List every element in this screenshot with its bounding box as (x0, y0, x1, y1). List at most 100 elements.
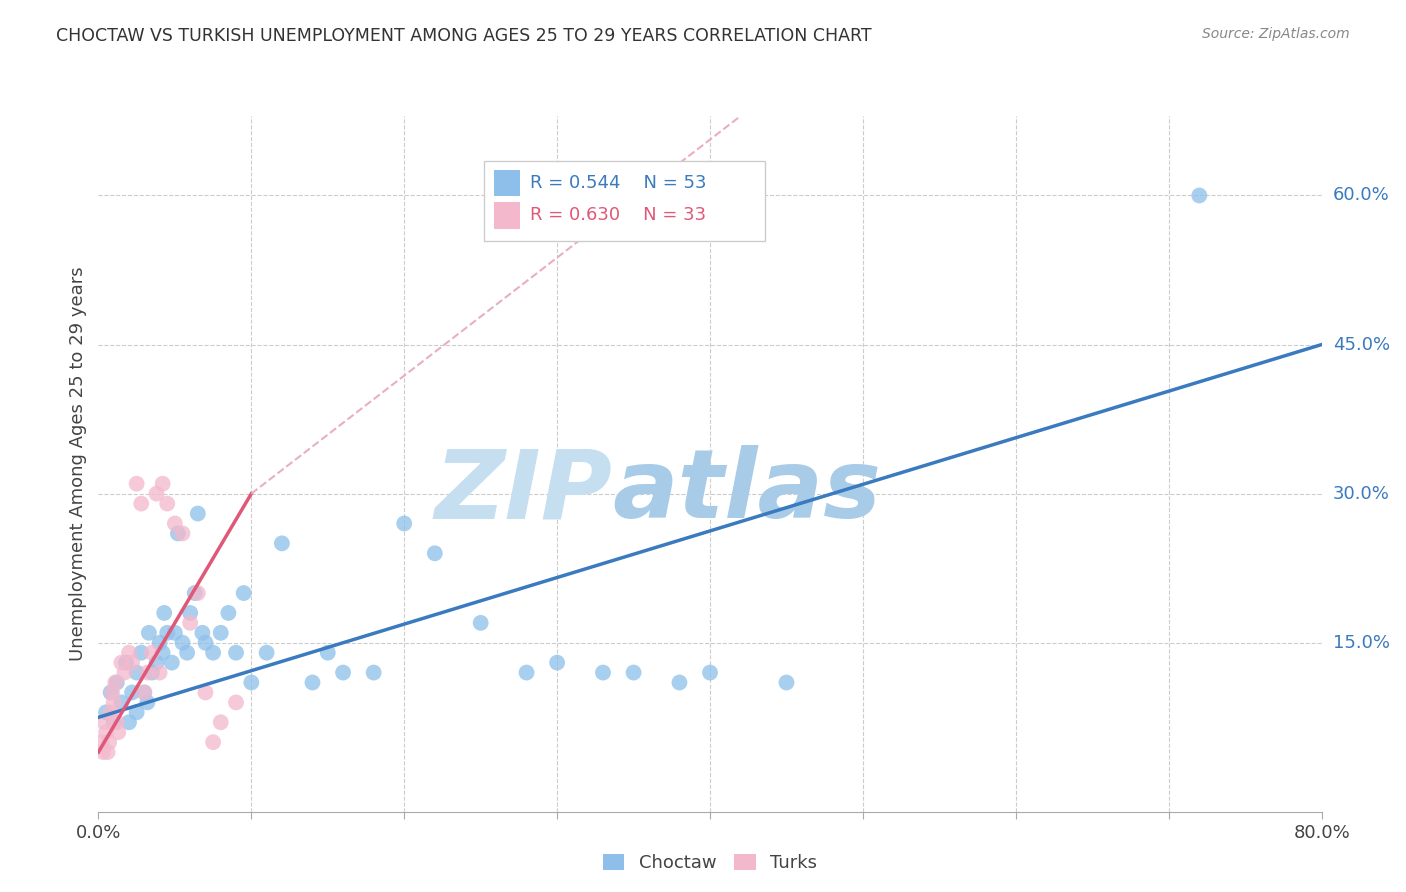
Point (136, 665, 159, 680)
Point (149, 665, 172, 680)
Point (301, 675, 323, 690)
Point (129, 646, 152, 660)
Point (217, 606, 239, 620)
Point (332, 665, 354, 680)
Point (699, 665, 721, 680)
Point (153, 606, 176, 620)
Point (316, 646, 339, 660)
Point (187, 586, 209, 600)
Text: ZIP: ZIP (434, 445, 612, 538)
Point (172, 636, 194, 650)
Point (136, 695, 159, 709)
Point (270, 536, 292, 550)
Point (209, 625, 232, 640)
Point (392, 516, 416, 531)
Point (184, 586, 207, 600)
Point (93, 715, 115, 730)
Text: CHOCTAW VS TURKISH UNEMPLOYMENT AMONG AGES 25 TO 29 YEARS CORRELATION CHART: CHOCTAW VS TURKISH UNEMPLOYMENT AMONG AG… (56, 27, 872, 45)
Point (94, 725, 117, 739)
Point (105, 675, 128, 690)
Point (105, 715, 128, 730)
Point (470, 615, 492, 630)
Point (202, 646, 225, 660)
Point (225, 695, 247, 709)
Point (91, 745, 114, 759)
Point (145, 486, 167, 500)
Point (156, 625, 179, 640)
Point (90, 735, 112, 749)
Point (125, 706, 148, 720)
Text: R = 0.630    N = 33: R = 0.630 N = 33 (530, 206, 706, 225)
Point (112, 665, 135, 680)
Point (103, 695, 125, 709)
Point (187, 507, 209, 521)
Point (138, 625, 160, 640)
Point (191, 625, 214, 640)
Point (176, 646, 198, 660)
Point (141, 646, 163, 660)
Point (110, 695, 132, 709)
Bar (494, 169, 520, 196)
Point (225, 646, 247, 660)
Point (121, 656, 143, 670)
Point (156, 497, 179, 511)
Point (118, 715, 141, 730)
Point (115, 656, 138, 670)
Text: atlas: atlas (612, 445, 882, 538)
Point (152, 646, 174, 660)
Point (101, 685, 124, 699)
Point (775, 675, 797, 690)
Point (194, 685, 217, 699)
Point (163, 625, 186, 640)
Text: 60.0%: 60.0% (1333, 186, 1389, 204)
Text: 45.0%: 45.0% (1333, 335, 1391, 353)
Point (160, 656, 183, 670)
Point (107, 725, 129, 739)
Point (97, 745, 120, 759)
Point (145, 656, 167, 670)
FancyBboxPatch shape (484, 161, 765, 241)
Point (623, 665, 645, 680)
Point (129, 497, 152, 511)
Point (172, 526, 194, 541)
Point (668, 675, 690, 690)
Text: R = 0.544    N = 53: R = 0.544 N = 53 (530, 174, 707, 192)
Point (149, 636, 172, 650)
Point (232, 586, 254, 600)
Point (100, 706, 122, 720)
Point (1188, 188, 1211, 202)
Point (134, 685, 156, 699)
Point (179, 606, 201, 620)
Point (141, 665, 163, 680)
Point (152, 476, 174, 491)
Point (134, 685, 156, 699)
Point (110, 656, 132, 670)
Point (423, 546, 446, 560)
Text: Source: ZipAtlas.com: Source: ZipAtlas.com (1202, 27, 1350, 41)
Legend: Choctaw, Turks: Choctaw, Turks (595, 847, 825, 880)
Point (179, 615, 201, 630)
Point (125, 476, 148, 491)
Point (256, 646, 278, 660)
Point (167, 526, 190, 541)
Point (363, 665, 385, 680)
Bar (494, 202, 520, 228)
Point (100, 685, 122, 699)
Point (209, 715, 232, 730)
Point (163, 516, 186, 531)
Point (121, 685, 143, 699)
Point (125, 665, 148, 680)
Point (104, 675, 127, 690)
Point (592, 665, 614, 680)
Point (202, 735, 225, 749)
Point (516, 665, 538, 680)
Point (546, 656, 568, 670)
Text: 30.0%: 30.0% (1333, 484, 1389, 503)
Text: 15.0%: 15.0% (1333, 633, 1389, 652)
Point (94, 706, 117, 720)
Y-axis label: Unemployment Among Ages 25 to 29 years: Unemployment Among Ages 25 to 29 years (69, 267, 87, 661)
Point (240, 675, 263, 690)
Point (98, 735, 121, 749)
Point (194, 636, 217, 650)
Point (103, 715, 125, 730)
